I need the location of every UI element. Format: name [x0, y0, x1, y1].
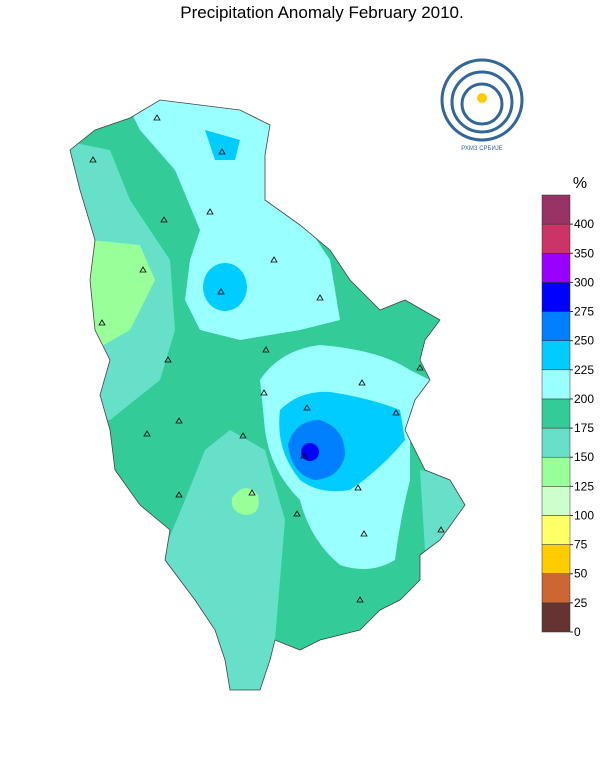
station [354, 484, 362, 491]
legend-tick-label: 300 [574, 275, 594, 289]
station [437, 526, 445, 533]
title: Precipitation Anomaly February 2010. [180, 3, 464, 22]
legend-swatch [541, 194, 571, 225]
station [248, 489, 256, 496]
logo-text: РХМЗ СРБИЈЕ [461, 146, 503, 152]
legend-tick-label: 200 [574, 392, 594, 406]
legend-swatch [541, 544, 571, 574]
legend-tick-label: 225 [574, 363, 594, 377]
station [139, 266, 147, 273]
legend-tick-label: 400 [574, 217, 594, 231]
station [160, 216, 168, 223]
station [303, 404, 311, 411]
legend-tick-label: 100 [574, 508, 594, 522]
legend-tick-label: 250 [574, 334, 594, 348]
legend-tick-label: 25 [574, 596, 588, 610]
station [358, 379, 366, 386]
legend-tick-label: 0 [574, 625, 581, 639]
station [175, 491, 183, 498]
legend-swatch [541, 282, 571, 312]
station [270, 256, 278, 263]
legend-tick-label: 50 [574, 567, 588, 581]
legend-swatch [541, 486, 571, 516]
station [260, 389, 268, 396]
station [300, 452, 308, 459]
station [356, 596, 364, 603]
legend-tick-label: 75 [574, 538, 588, 552]
legend-unit: % [573, 175, 587, 192]
station [218, 148, 226, 155]
legend-swatch [541, 369, 571, 400]
legend-swatch [541, 253, 571, 283]
station [217, 288, 225, 295]
legend-swatch [541, 340, 571, 371]
station [316, 294, 324, 301]
legend-tick-label: 175 [574, 421, 594, 435]
stations [89, 114, 445, 603]
legend-tick-label: 350 [574, 246, 594, 260]
legend-tick-label: 275 [574, 305, 594, 319]
legend-swatch [541, 223, 571, 254]
legend: 0 25 50 75 100 125 150 175 200 225 250 275 300 350 400 [541, 194, 594, 639]
legend-tick-label: 150 [574, 450, 594, 464]
station [98, 319, 106, 326]
station [164, 356, 172, 363]
border [69, 99, 466, 691]
station [143, 430, 151, 437]
legend-swatch [541, 602, 571, 633]
station [416, 364, 424, 371]
station [262, 346, 270, 353]
station [293, 510, 301, 517]
legend-swatch [541, 456, 571, 487]
station [360, 530, 368, 537]
station [175, 417, 183, 424]
station [239, 432, 247, 439]
legend-swatch [541, 573, 571, 604]
station [153, 114, 161, 121]
logo: РХМЗ СРБИЈЕ [440, 58, 524, 152]
legend-swatch [541, 398, 571, 429]
legend-swatch [541, 427, 571, 458]
legend-swatch [541, 311, 571, 341]
station [392, 409, 400, 416]
legend-tick-label: 125 [574, 479, 594, 493]
legend-swatch [541, 515, 571, 545]
station [89, 156, 97, 163]
station [206, 208, 214, 215]
